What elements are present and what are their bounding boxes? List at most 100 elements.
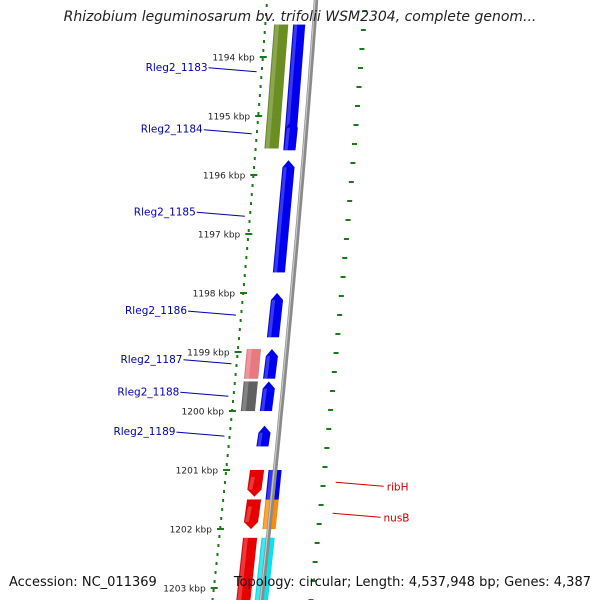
gc-dot-right bbox=[350, 162, 356, 164]
rleg2-1184-feature[interactable] bbox=[264, 118, 282, 149]
gc-dot-left bbox=[241, 301, 244, 304]
forward-feature[interactable] bbox=[262, 348, 279, 379]
forward-feature[interactable] bbox=[283, 120, 299, 151]
gc-dot-right bbox=[348, 181, 354, 183]
gene-label[interactable]: nusB bbox=[384, 512, 410, 524]
label-leader bbox=[332, 512, 381, 518]
gc-dot-left bbox=[232, 391, 235, 394]
gc-dot-left bbox=[226, 454, 229, 457]
feature-shading bbox=[267, 24, 280, 119]
feature-shading bbox=[255, 537, 267, 604]
gene-label[interactable]: Rleg2_1186 bbox=[125, 305, 187, 317]
feature-shading bbox=[265, 118, 272, 149]
gc-dot-left bbox=[248, 220, 251, 223]
length-value: 4,537,948 bp bbox=[408, 575, 496, 590]
gc-dot-left bbox=[227, 445, 230, 448]
genes-label: Genes: bbox=[504, 575, 550, 590]
backbone-highlight bbox=[259, 0, 316, 601]
scale-tick-label: 1201 kbp bbox=[176, 467, 219, 477]
gc-dot-left bbox=[256, 121, 259, 124]
topology-label: Topology: bbox=[233, 575, 295, 590]
gene-label[interactable]: Rleg2_1188 bbox=[117, 386, 179, 398]
gene-label[interactable]: ribH bbox=[387, 481, 409, 493]
ribh-feature[interactable] bbox=[247, 469, 265, 497]
gc-dot-left bbox=[250, 193, 253, 196]
rleg2-1186-feature[interactable] bbox=[266, 292, 284, 338]
gc-dot-left bbox=[223, 481, 226, 484]
gc-dot-left bbox=[258, 103, 261, 106]
gc-dot-left bbox=[236, 355, 239, 358]
gc-dot-right bbox=[362, 10, 368, 12]
gc-dot-right bbox=[356, 86, 362, 88]
label-leader bbox=[176, 431, 225, 437]
gene-label[interactable]: Rleg2_1189 bbox=[113, 426, 175, 438]
length-label: Length: bbox=[355, 575, 405, 590]
feature-shading bbox=[245, 349, 252, 379]
feature-shading bbox=[263, 499, 271, 529]
gc-dot-left bbox=[263, 40, 266, 43]
label-leader bbox=[203, 129, 252, 135]
feature-shading bbox=[264, 356, 271, 379]
gc-dot-left bbox=[229, 427, 232, 430]
gc-dot-left bbox=[261, 58, 264, 61]
gc-dot-right bbox=[355, 105, 361, 107]
nusb-feature[interactable] bbox=[243, 499, 262, 530]
gc-dot-left bbox=[252, 175, 255, 178]
gc-dot-left bbox=[215, 562, 218, 565]
gc-dot-left bbox=[233, 382, 236, 385]
scale-tick-label: 1203 kbp bbox=[163, 585, 206, 595]
gc-dot-left bbox=[222, 499, 225, 502]
gc-dot-right bbox=[324, 447, 330, 449]
gc-dot-left bbox=[231, 409, 234, 412]
gc-dot-left bbox=[251, 184, 254, 187]
gc-dot-right bbox=[316, 523, 322, 525]
gc-dot-left bbox=[235, 364, 238, 367]
gc-dot-right bbox=[337, 314, 343, 316]
gene-label[interactable]: Rleg2_1185 bbox=[134, 206, 196, 218]
gc-dot-left bbox=[242, 292, 245, 295]
feature-shading bbox=[236, 537, 248, 604]
gc-dot-left bbox=[223, 490, 226, 493]
gc-dot-left bbox=[230, 418, 233, 421]
gc-dot-left bbox=[232, 400, 234, 403]
scale-tick-label: 1195 kbp bbox=[208, 113, 251, 123]
feature-shading bbox=[257, 432, 263, 447]
accession-label: Accession: bbox=[9, 575, 78, 590]
gc-dot-right bbox=[322, 466, 328, 468]
gc-dot-left bbox=[260, 76, 263, 79]
gc-dot-left bbox=[260, 67, 263, 70]
gc-dot-right bbox=[310, 580, 316, 582]
reverse-feature[interactable] bbox=[235, 537, 258, 604]
gc-dot-left bbox=[212, 589, 215, 592]
gc-dot-left bbox=[213, 580, 216, 583]
gc-dot-right bbox=[312, 561, 318, 563]
gc-dot-right bbox=[343, 238, 349, 240]
gene-label[interactable]: Rleg2_1183 bbox=[146, 62, 208, 74]
label-leader bbox=[187, 310, 237, 316]
gc-dot-right bbox=[353, 124, 359, 126]
rleg2-1189-feature[interactable] bbox=[256, 425, 271, 447]
gc-dot-left bbox=[243, 274, 246, 277]
gc-dot-left bbox=[214, 571, 217, 574]
gc-dot-left bbox=[245, 256, 248, 259]
gc-dot-left bbox=[250, 202, 253, 205]
gc-dot-right bbox=[340, 276, 346, 278]
gene-label[interactable]: Rleg2_1187 bbox=[120, 354, 182, 366]
label-leader bbox=[180, 391, 229, 397]
topology-value: circular bbox=[298, 575, 347, 590]
rleg2-1185-feature[interactable] bbox=[272, 159, 295, 273]
gene-label[interactable]: Rleg2_1184 bbox=[141, 124, 203, 136]
accession-info: Accession: NC_011369 bbox=[9, 575, 157, 590]
gc-dot-right bbox=[320, 485, 326, 487]
scale-tick-label: 1199 kbp bbox=[187, 349, 230, 359]
feature-shading bbox=[260, 388, 267, 411]
gc-dot-left bbox=[259, 85, 262, 88]
scale-ticks: 1194 kbp 1195 kbp 1196 kbp 1197 kbp 1198 kbp… bbox=[163, 54, 267, 595]
feature-shading bbox=[273, 167, 287, 273]
rleg2-1187-feature[interactable] bbox=[243, 348, 262, 379]
gc-dot-right bbox=[333, 352, 339, 354]
gene-labels: Rleg2_1183 Rleg2_1184 Rleg2_1185 Rleg2_1186… bbox=[113, 62, 409, 525]
label-leader bbox=[196, 211, 245, 217]
rleg2-1188-feature[interactable] bbox=[240, 381, 259, 412]
forward-feature[interactable] bbox=[259, 381, 276, 412]
